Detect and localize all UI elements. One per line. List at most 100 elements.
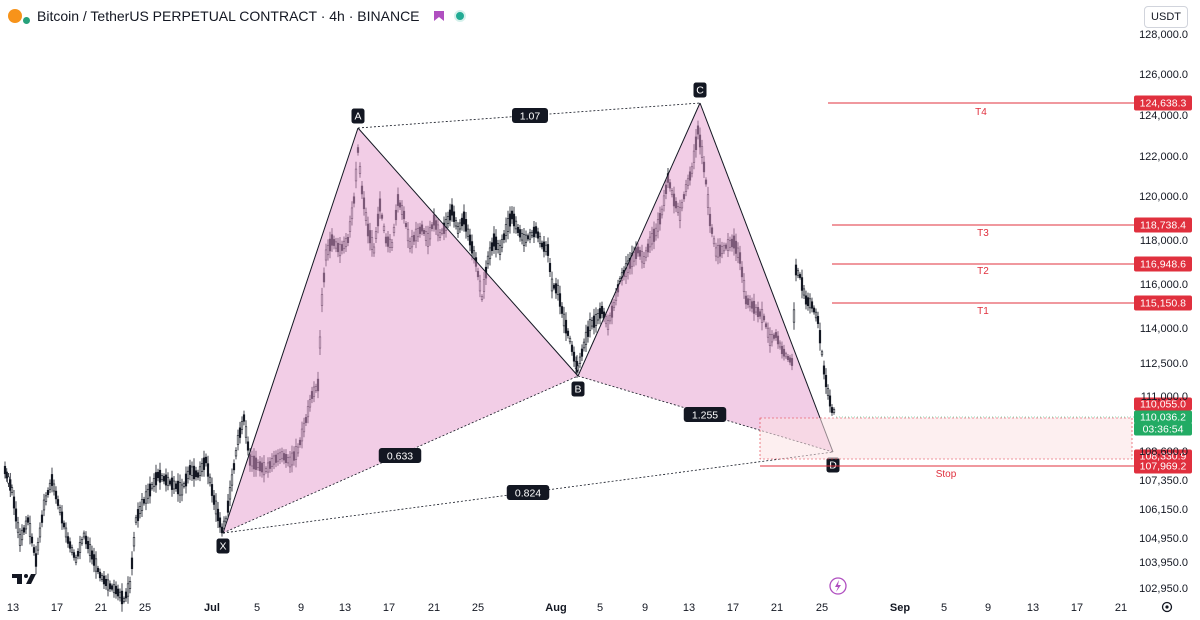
candle xyxy=(126,576,130,604)
time-tick-label: 21 xyxy=(428,602,440,614)
candle xyxy=(114,581,118,599)
candle xyxy=(550,271,554,299)
candle xyxy=(450,198,454,222)
candle xyxy=(86,536,90,554)
candle xyxy=(506,210,510,240)
candle xyxy=(218,512,222,533)
ratio-label: 0.633 xyxy=(378,448,422,463)
candle xyxy=(74,554,78,566)
candle xyxy=(230,468,234,492)
svg-text:110,036.2: 110,036.2 xyxy=(1140,412,1186,424)
pattern-triangle-xab xyxy=(223,128,578,533)
candle xyxy=(124,588,128,602)
candle xyxy=(584,324,588,352)
time-tick-label: 17 xyxy=(1071,602,1083,614)
symbol-title[interactable]: Bitcoin / TetherUS PERPETUAL CONTRACT · … xyxy=(37,8,420,24)
svg-text:C: C xyxy=(696,85,704,97)
candle xyxy=(534,222,538,238)
candle xyxy=(508,206,512,234)
candle xyxy=(52,479,56,496)
candle xyxy=(146,483,150,504)
ratio-line-ac xyxy=(357,102,701,129)
ratio-label: 0.824 xyxy=(506,485,550,500)
candle xyxy=(180,478,184,502)
candle xyxy=(200,458,204,477)
candle xyxy=(238,421,242,444)
ratio-label: 1.07 xyxy=(512,108,548,123)
candle xyxy=(810,297,814,313)
svg-text:107,969.2: 107,969.2 xyxy=(1140,461,1187,473)
svg-text:T4: T4 xyxy=(975,107,987,118)
candle xyxy=(448,203,452,227)
candle xyxy=(460,213,464,231)
candle xyxy=(504,217,508,243)
candle xyxy=(94,551,98,579)
candle xyxy=(10,484,14,496)
target-level-t1: T1 115,150.8 xyxy=(832,295,1192,317)
candle xyxy=(246,436,250,456)
tradingview-logo-icon[interactable] xyxy=(12,574,36,584)
price-tick-label: 107,350.0 xyxy=(1139,475,1188,487)
price-tick-label: 118,000.0 xyxy=(1140,235,1188,247)
candle xyxy=(144,484,148,511)
candle xyxy=(148,476,152,504)
candle xyxy=(208,473,212,487)
candle xyxy=(110,583,114,592)
candle xyxy=(820,349,824,357)
candle xyxy=(828,389,832,413)
candle xyxy=(822,360,826,380)
candle xyxy=(54,486,58,504)
candle xyxy=(178,474,182,503)
currency-selector[interactable]: USDT xyxy=(1144,6,1188,28)
candle xyxy=(116,584,120,601)
candle xyxy=(138,501,142,519)
candle xyxy=(468,228,472,252)
candle xyxy=(140,493,144,517)
settings-gear-icon[interactable] xyxy=(1161,601,1173,613)
time-tick-label: 13 xyxy=(1027,602,1039,614)
candle xyxy=(14,501,18,529)
candle xyxy=(204,453,208,467)
candle xyxy=(592,308,596,335)
candle xyxy=(216,501,220,529)
candle xyxy=(154,464,158,493)
candle xyxy=(130,551,134,576)
candle xyxy=(212,489,216,511)
svg-text:1.255: 1.255 xyxy=(692,410,718,422)
flag-icon[interactable] xyxy=(433,11,444,21)
price-tick-label: 106,150.0 xyxy=(1139,504,1188,516)
candle xyxy=(236,429,240,451)
price-tick-label: 112,500.0 xyxy=(1140,358,1188,370)
candle xyxy=(566,328,570,339)
candle xyxy=(70,544,74,556)
price-tick-label: 120,000.0 xyxy=(1139,191,1188,203)
candle xyxy=(520,228,524,245)
candle xyxy=(202,450,206,477)
time-axis: 13 17 21 25 Jul 5 9 13 17 21 25 Aug 5 9 13 17 21 25 Sep 5 9 1… xyxy=(7,601,1173,614)
candle xyxy=(92,547,96,573)
price-tick-label: 128,000.0 xyxy=(1139,29,1188,41)
candle xyxy=(570,340,574,356)
candle xyxy=(214,493,218,522)
time-tick-label: 25 xyxy=(472,602,484,614)
candle xyxy=(234,447,238,460)
candle xyxy=(82,530,86,540)
svg-text:118,738.4: 118,738.4 xyxy=(1140,220,1186,232)
candle xyxy=(118,588,122,602)
target-level-stop: Stop 107,969.2 xyxy=(760,458,1192,480)
bitcoin-icon xyxy=(8,9,22,23)
candle xyxy=(78,535,82,560)
candle xyxy=(198,461,202,482)
candle xyxy=(816,311,820,329)
candle xyxy=(170,470,174,497)
candle xyxy=(536,227,540,243)
time-tick-label: 25 xyxy=(139,602,151,614)
lightning-icon[interactable] xyxy=(829,577,847,595)
candle xyxy=(588,312,592,338)
candle xyxy=(446,211,450,229)
candle xyxy=(122,596,126,604)
svg-text:T1: T1 xyxy=(977,306,989,317)
candle xyxy=(464,211,468,239)
candle xyxy=(166,472,170,491)
